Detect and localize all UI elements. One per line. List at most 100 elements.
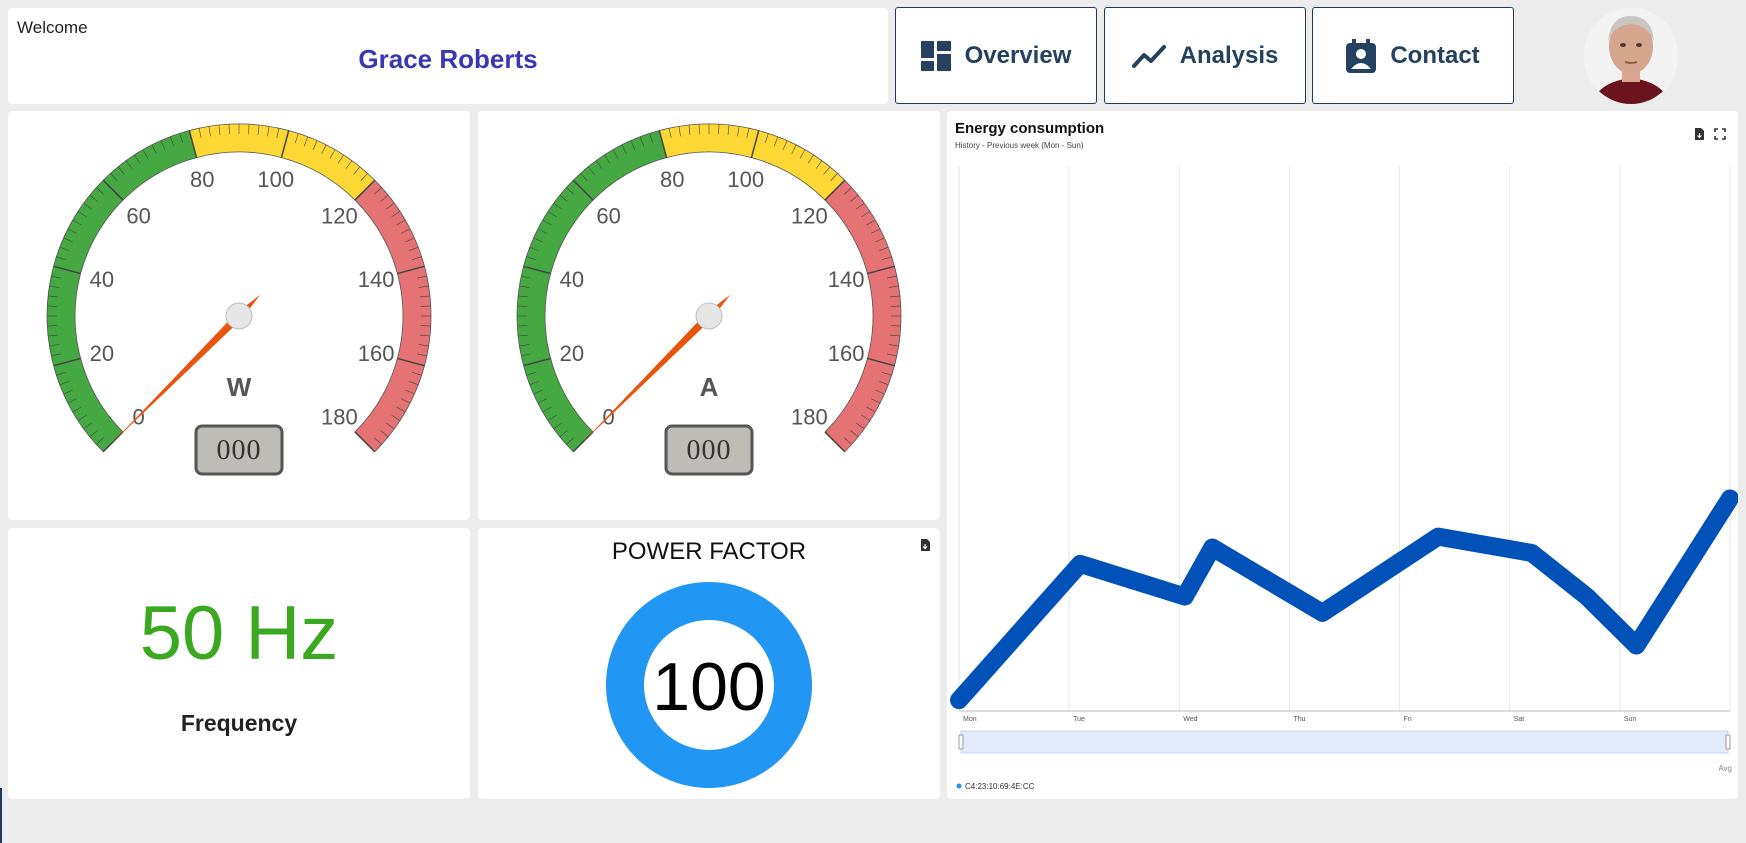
navigator-left-handle[interactable] bbox=[958, 734, 964, 750]
gauge-minor-tick bbox=[386, 422, 395, 430]
gauge-minor-tick bbox=[83, 202, 92, 210]
left-edge-bar bbox=[0, 788, 2, 843]
legend-item[interactable]: C4:23:10:69:4E:CC bbox=[965, 782, 1035, 791]
gauge-minor-tick bbox=[890, 305, 901, 307]
gauge-minor-tick bbox=[889, 295, 900, 298]
gauge-major-tick bbox=[53, 357, 81, 367]
power-factor-card: POWER FACTOR 100 bbox=[478, 528, 940, 799]
gauge-zone-0 bbox=[516, 130, 668, 453]
gauge-minor-tick bbox=[160, 140, 166, 150]
gauge-minor-tick bbox=[850, 194, 859, 202]
gauge-minor-tick bbox=[276, 128, 280, 139]
gauge-minor-tick bbox=[59, 380, 70, 386]
gauge-minor-tick bbox=[547, 211, 557, 218]
gauge-minor-tick bbox=[401, 228, 411, 234]
gauge-minor-tick bbox=[727, 125, 730, 136]
gauge-zone-2 bbox=[354, 179, 432, 453]
gauge-minor-tick bbox=[63, 389, 73, 395]
fullscreen-icon[interactable] bbox=[1714, 128, 1726, 140]
gauge-tick-label: 60 bbox=[126, 204, 150, 229]
gauge-minor-tick bbox=[208, 126, 211, 137]
gauge-minor-tick bbox=[612, 149, 619, 159]
gauge-minor-tick bbox=[718, 124, 720, 135]
gauge-needle-hub bbox=[225, 302, 253, 330]
gauge-minor-tick bbox=[51, 353, 62, 357]
contact-button[interactable]: Contact bbox=[1312, 7, 1514, 104]
navigator-right-handle[interactable] bbox=[1725, 734, 1731, 750]
gauge-minor-tick bbox=[67, 398, 77, 404]
gauge-minor-tick bbox=[380, 430, 389, 438]
user-avatar-photo bbox=[1584, 8, 1678, 104]
gauge-minor-tick bbox=[580, 173, 588, 181]
gauge-tick-label: 140 bbox=[828, 267, 865, 292]
gauge-major-tick bbox=[824, 431, 846, 453]
chart-subtitle: History - Previous week (Mon - Sun) bbox=[955, 141, 1084, 150]
gauge-minor-tick bbox=[844, 437, 852, 445]
gauge-minor-tick bbox=[518, 295, 529, 298]
gauge-tick-label: 80 bbox=[660, 167, 684, 192]
gauge-minor-tick bbox=[807, 154, 814, 164]
gauge-minor-tick bbox=[77, 414, 87, 421]
gauge-minor-tick bbox=[844, 187, 852, 195]
overview-button[interactable]: Overview bbox=[895, 7, 1097, 104]
gauge-minor-tick bbox=[521, 353, 532, 357]
gauge-minor-tick bbox=[380, 194, 389, 202]
energy-line-chart: Mon Tue Wed Thu Fri Sat Sun Avg C4:23:10:69:4E:C… bbox=[950, 166, 1738, 791]
gauge-minor-tick bbox=[559, 194, 568, 202]
gauge-minor-tick bbox=[850, 430, 859, 438]
gauge-minor-tick bbox=[56, 256, 67, 261]
gauge-minor-tick bbox=[228, 124, 230, 135]
gauge-minor-tick bbox=[374, 437, 382, 445]
chart-title: Energy consumption bbox=[955, 120, 1105, 137]
gauge-tick-label: 160 bbox=[358, 341, 395, 366]
analysis-button[interactable]: Analysis bbox=[1104, 7, 1306, 104]
gauge-minor-tick bbox=[875, 237, 885, 243]
gauge-minor-tick bbox=[47, 325, 58, 327]
overview-label: Overview bbox=[964, 41, 1072, 69]
file-download-icon[interactable] bbox=[918, 538, 932, 552]
gauge-minor-tick bbox=[587, 166, 595, 175]
chart-x-tick-label: Mon bbox=[963, 716, 977, 723]
gauge-minor-tick bbox=[856, 202, 865, 210]
gauge-minor-tick bbox=[257, 125, 260, 136]
gauge-minor-tick bbox=[72, 219, 82, 226]
gauge-minor-tick bbox=[303, 136, 309, 147]
avatar[interactable] bbox=[1584, 8, 1678, 104]
gauge-minor-tick bbox=[51, 275, 62, 279]
file-download-icon[interactable] bbox=[1693, 128, 1705, 140]
gauge-minor-tick bbox=[856, 422, 865, 430]
gauge-minor-tick bbox=[621, 144, 627, 154]
gauge-minor-tick bbox=[688, 125, 691, 136]
gauge-minor-tick bbox=[89, 194, 98, 202]
welcome-label: Welcome bbox=[17, 18, 88, 37]
gauge-minor-tick bbox=[142, 149, 149, 159]
gauge-minor-tick bbox=[405, 389, 415, 395]
gauge-minor-tick bbox=[420, 325, 431, 327]
gauge-minor-tick bbox=[529, 246, 540, 252]
gauge-tick-label: 180 bbox=[791, 404, 828, 429]
gauge-minor-tick bbox=[878, 246, 889, 252]
chart-avg-label: Avg bbox=[1718, 764, 1732, 773]
gauge-minor-tick bbox=[391, 211, 401, 218]
gauge-tick-label: 40 bbox=[90, 267, 114, 292]
gauge-major-tick bbox=[354, 179, 376, 201]
frequency-label: Frequency bbox=[180, 710, 298, 736]
gauge-minor-tick bbox=[117, 166, 125, 175]
gauge-major-tick bbox=[824, 179, 846, 201]
gauge-minor-tick bbox=[345, 160, 353, 169]
gauge-minor-tick bbox=[321, 144, 327, 154]
gauge-minor-tick bbox=[604, 154, 611, 164]
gauge-minor-tick bbox=[56, 371, 67, 376]
gauge-major-tick bbox=[354, 431, 376, 453]
gauge-minor-tick bbox=[639, 136, 645, 147]
gauge-needle bbox=[581, 294, 731, 444]
gauge-display-value: 000 bbox=[217, 435, 262, 466]
gauge-minor-tick bbox=[547, 414, 557, 421]
gauge-minor-tick bbox=[886, 275, 897, 279]
chart-x-tick-label: Thu bbox=[1293, 716, 1305, 723]
gauge-major-tick bbox=[750, 130, 760, 158]
gauge-minor-tick bbox=[517, 325, 528, 327]
chart-range-navigator[interactable] bbox=[960, 730, 1729, 754]
gauge-unit-label: A bbox=[700, 372, 719, 402]
